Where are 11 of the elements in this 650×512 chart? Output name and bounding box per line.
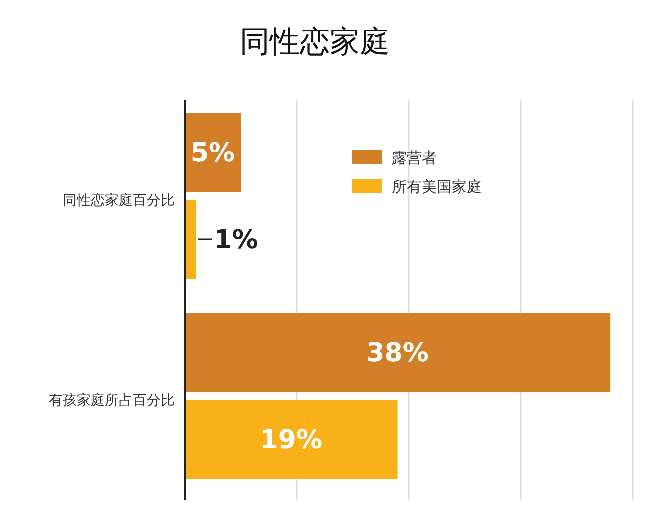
- y-tick-label: 有孩家庭所占百分比: [49, 393, 175, 409]
- legend-label: 所有美国家庭: [392, 178, 482, 196]
- chart-title: 同性恋家庭: [240, 25, 390, 60]
- bar: [185, 400, 398, 479]
- data-label: 1%: [214, 226, 258, 256]
- bar: [185, 313, 611, 392]
- data-label: 19%: [260, 426, 323, 456]
- data-label: 5%: [190, 138, 236, 168]
- legend-label: 露营者: [392, 149, 437, 167]
- data-label: 38%: [366, 338, 429, 368]
- y-tick-label: 同性恋家庭百分比: [63, 193, 175, 209]
